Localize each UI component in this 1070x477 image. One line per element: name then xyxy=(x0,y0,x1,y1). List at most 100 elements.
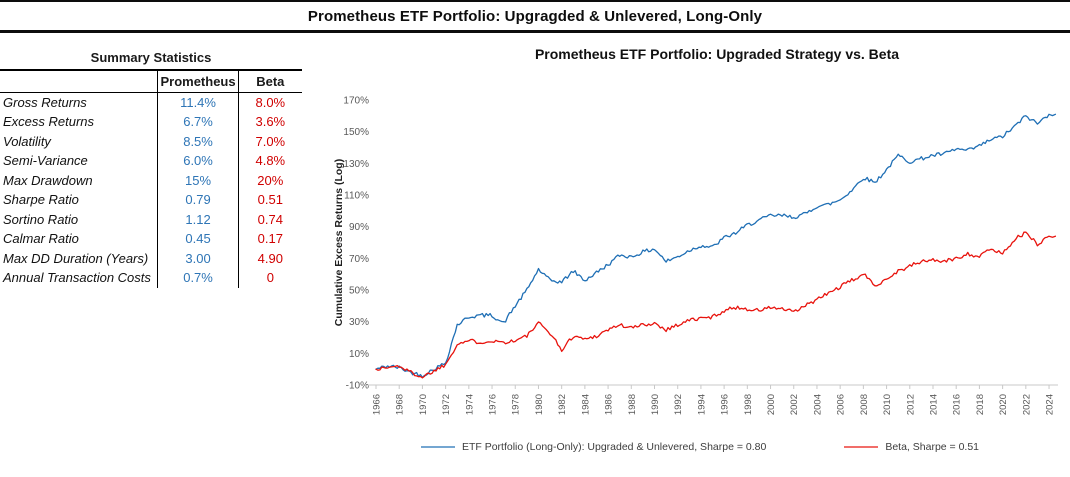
prometheus-value: 6.0% xyxy=(157,151,239,171)
table-row: Calmar Ratio 0.45 0.17 xyxy=(0,229,302,249)
summary-table-body: Gross Returns 11.4% 8.0% Excess Returns 6.7%… xyxy=(0,92,302,288)
table-row: Sharpe Ratio 0.79 0.51 xyxy=(0,190,302,210)
y-tick-label: -10% xyxy=(346,381,369,392)
x-tick-label: 2006 xyxy=(836,394,847,415)
metric-label: Max Drawdown xyxy=(3,172,93,188)
chart-panel: Prometheus ETF Portfolio: Upgraded Strat… xyxy=(330,46,1070,453)
x-tick-label: 2022 xyxy=(1021,394,1032,415)
x-tick-label: 1990 xyxy=(650,394,661,415)
x-tick-label: 1976 xyxy=(488,394,499,415)
prometheus-value: 15% xyxy=(157,170,239,190)
chart-plot-area: 170% 150% 130% 110% 90% 70% 50% 30% 10% -10% Cumul… xyxy=(330,68,1070,441)
x-tick-label: 1966 xyxy=(372,394,383,415)
x-tick-label: 1970 xyxy=(418,394,429,415)
beta-value: 0 xyxy=(266,270,274,286)
beta-value: 3.6% xyxy=(255,114,286,130)
prometheus-value: 8.5% xyxy=(157,131,239,151)
y-tick-label: 90% xyxy=(349,222,369,233)
beta-value: 4.90 xyxy=(257,250,283,266)
prometheus-value: 1.12 xyxy=(157,209,239,229)
x-tick-label: 2012 xyxy=(905,394,916,415)
legend-line-sample-blue xyxy=(420,446,455,448)
x-tick-label: 2014 xyxy=(928,394,939,415)
chart-legend: ETF Portfolio (Long-Only): Upgraded & Un… xyxy=(330,441,1070,453)
x-tick-label: 1978 xyxy=(511,394,522,415)
y-tick-label: 150% xyxy=(343,127,369,138)
y-tick-label: 70% xyxy=(349,254,369,265)
column-header-beta: Beta xyxy=(238,70,302,93)
x-tick-label: 2020 xyxy=(998,394,1009,415)
x-tick-label: 2018 xyxy=(975,394,986,415)
x-tick-label: 1982 xyxy=(557,394,568,415)
metric-label: Sortino Ratio xyxy=(3,211,79,227)
metric-label: Semi-Variance xyxy=(3,153,88,169)
table-row: Max DD Duration (Years) 3.00 4.90 xyxy=(0,248,302,268)
column-header-prometheus: Prometheus xyxy=(157,70,239,93)
y-tick-label: 130% xyxy=(343,159,369,170)
x-tick-label: 2002 xyxy=(789,394,800,415)
summary-table-title: Summary Statistics xyxy=(90,50,212,65)
metric-label: Sharpe Ratio xyxy=(3,192,79,208)
y-tick-label: 110% xyxy=(344,191,369,202)
prometheus-value: 3.00 xyxy=(157,248,239,268)
chart-title: Prometheus ETF Portfolio: Upgraded Strat… xyxy=(534,46,900,62)
table-row: Volatility 8.5% 7.0% xyxy=(0,131,302,151)
column-header-empty xyxy=(0,70,158,93)
beta-value: 0.17 xyxy=(257,231,283,247)
y-tick-label: 50% xyxy=(349,286,369,297)
x-tick-label: 1986 xyxy=(604,394,615,415)
metric-label: Gross Returns xyxy=(3,95,87,110)
x-tick-label: 2008 xyxy=(859,394,870,415)
x-tick-label: 2024 xyxy=(1045,394,1056,415)
beta-value: 20% xyxy=(257,172,284,188)
x-tick-label: 1988 xyxy=(627,394,638,415)
summary-panel: Summary Statistics Prometheus Beta Gross… xyxy=(0,47,302,288)
legend-line-sample-red xyxy=(844,446,879,448)
line-chart: 170% 150% 130% 110% 90% 70% 50% 30% 10% -10% Cumul… xyxy=(333,96,1058,415)
summary-table-header-row: Prometheus Beta xyxy=(0,70,302,93)
table-row: Excess Returns 6.7% 3.6% xyxy=(0,112,302,132)
beta-value: 0.51 xyxy=(257,192,283,208)
metric-label: Excess Returns xyxy=(3,114,95,130)
x-tick-label: 2000 xyxy=(766,394,777,415)
summary-table: Prometheus Beta Gross Returns 11.4% 8.0% Ex… xyxy=(0,69,302,288)
page-header: Prometheus ETF Portfolio: Upgragded & Un… xyxy=(0,0,1070,33)
x-tick-label: 1998 xyxy=(743,394,754,415)
x-tick-label: 1972 xyxy=(441,394,452,415)
x-tick-label: 1980 xyxy=(534,394,545,415)
x-tick-label: 1992 xyxy=(673,394,684,415)
prometheus-value: 0.79 xyxy=(157,190,239,210)
beta-value: 0.74 xyxy=(257,211,283,227)
metric-label: Annual Transaction Costs xyxy=(3,270,151,286)
x-tick-label: 1974 xyxy=(464,394,475,415)
prometheus-value: 0.7% xyxy=(157,268,239,288)
metric-label: Volatility xyxy=(3,133,51,149)
beta-value: 4.8% xyxy=(255,153,286,169)
legend-label: ETF Portfolio (Long-Only): Upgraded & Un… xyxy=(461,441,767,453)
x-tick-label: 1994 xyxy=(696,394,707,415)
x-tick-label: 1996 xyxy=(720,394,731,415)
metric-label: Calmar Ratio xyxy=(3,231,79,247)
x-tick-label: 1968 xyxy=(395,394,406,415)
y-tick-label: 10% xyxy=(349,349,369,360)
x-tick-label: 2010 xyxy=(882,394,893,415)
legend-label: Beta, Sharpe = 0.51 xyxy=(885,441,980,453)
y-tick-label: 30% xyxy=(349,317,369,328)
table-row: Max Drawdown 15% 20% xyxy=(0,170,302,190)
table-row: Sortino Ratio 1.12 0.74 xyxy=(0,209,302,229)
table-row: Gross Returns 11.4% 8.0% xyxy=(0,92,302,112)
x-tick-label: 1984 xyxy=(580,394,591,415)
legend-item-beta: Beta, Sharpe = 0.51 xyxy=(844,441,979,453)
metric-label: Max DD Duration (Years) xyxy=(3,250,149,266)
page-title: Prometheus ETF Portfolio: Upgragded & Un… xyxy=(307,8,763,25)
beta-value: 7.0% xyxy=(255,133,286,149)
beta-value: 8.0% xyxy=(255,95,286,110)
series-line-etf-portfolio xyxy=(375,113,1057,379)
prometheus-value: 6.7% xyxy=(157,112,239,132)
table-row: Annual Transaction Costs 0.7% 0 xyxy=(0,268,302,288)
series-line-beta xyxy=(375,231,1057,379)
table-row: Semi-Variance 6.0% 4.8% xyxy=(0,151,302,171)
prometheus-value: 11.4% xyxy=(157,92,239,112)
y-tick-label: 170% xyxy=(343,96,369,107)
